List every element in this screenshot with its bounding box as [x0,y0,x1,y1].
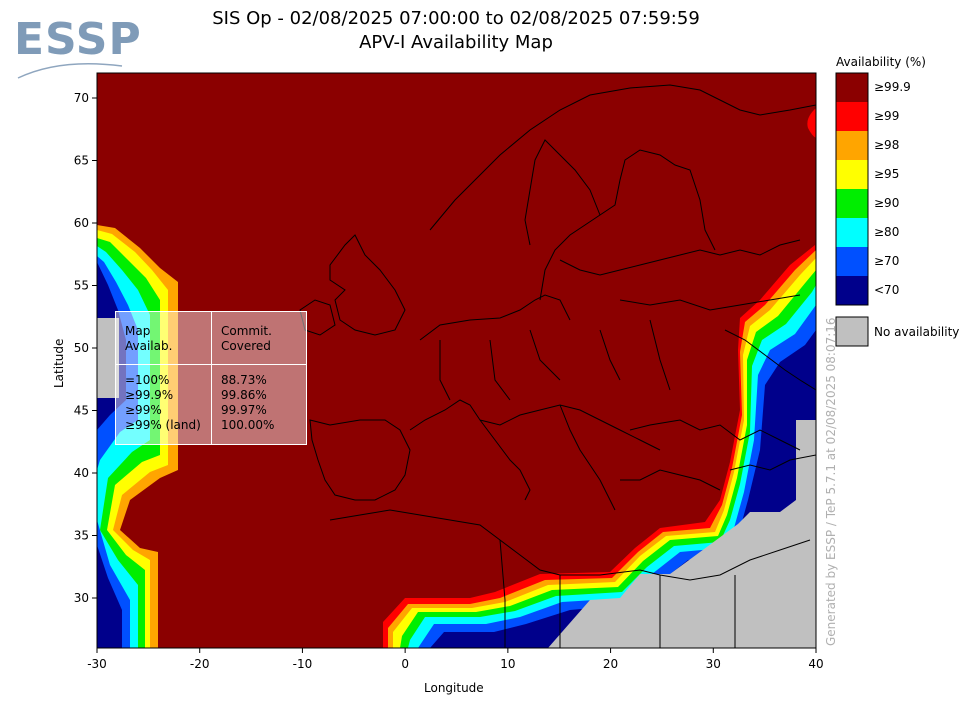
x-tick-label: 0 [401,657,409,671]
y-tick-label: 55 [74,279,89,293]
generated-credit: Generated by ESSP / TeP 5.7.1 at 02/08/2… [824,317,838,646]
x-axis-label: Longitude [424,681,484,695]
stats-header-covered: Covered [221,339,271,353]
legend-frame [835,72,869,306]
stats-label: =100% [125,373,170,387]
x-tick-label: 10 [500,657,515,671]
x-tick-label: 40 [808,657,823,671]
y-tick-label: 30 [74,591,89,605]
x-axis-ticks: -30 -20 -10 0 10 20 30 40 [87,648,824,671]
stats-header-map: Map [125,324,151,338]
y-axis-label: Latitude [52,338,66,388]
legend-swatch [836,247,868,276]
red-patch-north-east [807,108,816,138]
y-tick-label: 65 [74,154,89,168]
legend-no-availability-label: No availability [874,325,959,339]
stats-label: ≥99% (land) [125,418,201,432]
stats-header-left: Map Availab. [125,324,213,354]
legend-label: ≥99 [874,109,899,123]
legend-swatch [836,218,868,247]
y-tick-label: 60 [74,216,89,230]
legend-swatch [836,102,868,131]
stats-header-commit: Commit. [221,324,272,338]
stats-box: Map Availab. Commit. Covered =100% ≥99.9… [115,311,307,445]
legend-swatch [836,73,868,102]
y-tick-label: 40 [74,466,89,480]
legend-title: Availability (%) [836,55,926,69]
coastlines [299,84,816,648]
y-tick-label: 45 [74,404,89,418]
title-line-2: APV-I Availability Map [359,32,553,53]
stats-value: 100.00% [221,418,275,432]
y-tick-label: 35 [74,529,89,543]
stats-value: 88.73% [221,373,267,387]
legend-label: ≥95 [874,167,899,181]
stats-value: 99.86% [221,388,267,402]
stats-value: 99.97% [221,403,267,417]
stats-header-availab: Availab. [125,339,173,353]
stats-label: ≥99.9% [125,388,174,402]
legend-no-availability-swatch [835,316,869,347]
y-tick-label: 70 [74,91,89,105]
essp-logo: ESSP [14,14,142,65]
stats-label: ≥99% [125,403,162,417]
legend-swatch [836,131,868,160]
legend-label: ≥80 [874,225,899,239]
legend-label: <70 [874,283,899,297]
stats-values: 88.73% 99.86% 99.97% 100.00% [221,373,306,433]
stats-divider-horizontal [116,364,306,365]
y-tick-label: 50 [74,341,89,355]
availability-map-area [97,84,816,648]
africa-no-availability [548,420,816,648]
x-tick-label: 30 [706,657,721,671]
legend-colorbar: ≥99.9 ≥99 ≥98 ≥95 ≥90 ≥80 ≥70 <70 [835,72,911,306]
x-tick-label: 20 [603,657,618,671]
atlantic-no-availability [97,318,119,398]
logo-swoosh [17,62,123,79]
stats-divider-vertical [211,312,212,444]
legend-label: ≥99.9 [874,80,911,94]
stats-header-right: Commit. Covered [221,324,306,354]
legend-swatch [836,189,868,218]
stats-labels: =100% ≥99.9% ≥99% ≥99% (land) [125,373,213,433]
legend-swatch [836,276,868,305]
y-axis-ticks: 30 35 40 45 50 55 60 65 70 [74,91,97,605]
x-tick-label: -30 [87,657,107,671]
legend-label: ≥98 [874,138,899,152]
x-tick-label: -10 [293,657,313,671]
x-tick-label: -20 [190,657,210,671]
legend-label: ≥70 [874,254,899,268]
legend-swatch [836,160,868,189]
plot-frame [96,72,817,649]
legend-label: ≥90 [874,196,899,210]
title-line-1: SIS Op - 02/08/2025 07:00:00 to 02/08/20… [212,8,700,29]
